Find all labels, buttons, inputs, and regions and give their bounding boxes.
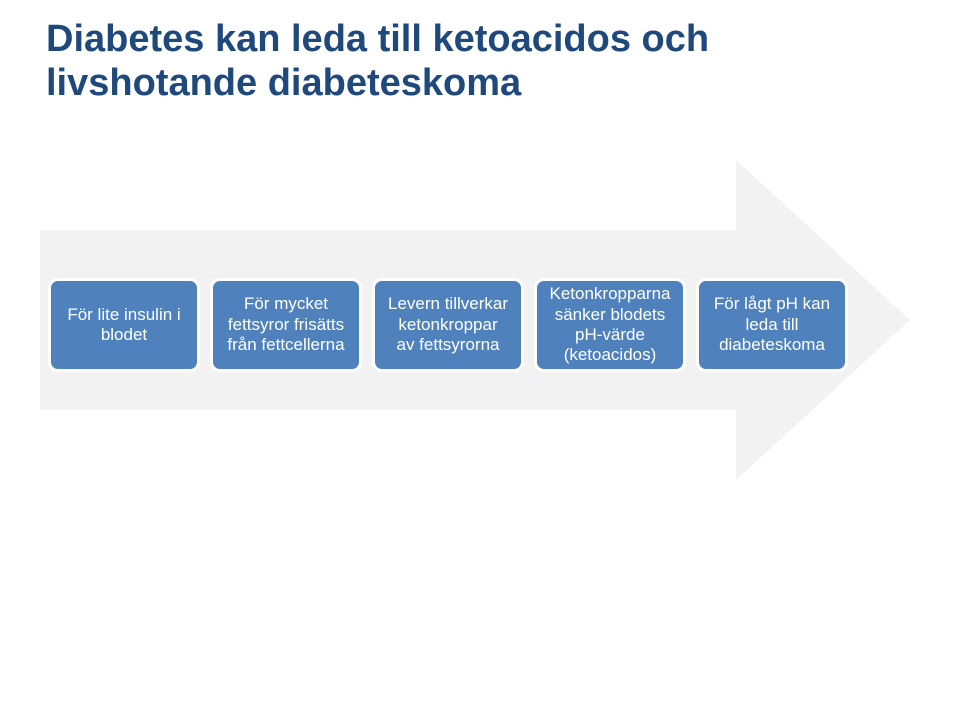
- slide-title: Diabetes kan leda till ketoacidos och li…: [46, 18, 709, 105]
- process-steps: För lite insulin i blodetFör mycket fett…: [48, 278, 848, 372]
- process-step: För lite insulin i blodet: [48, 278, 200, 372]
- process-step: Ketonkropparna sänker blodets pH-värde (…: [534, 278, 686, 372]
- process-step: För lågt pH kan leda till diabeteskoma: [696, 278, 848, 372]
- process-step: För mycket fettsyror frisätts från fettc…: [210, 278, 362, 372]
- slide: Diabetes kan leda till ketoacidos och li…: [0, 0, 960, 711]
- process-step: Levern tillverkar ketonkroppar av fettsy…: [372, 278, 524, 372]
